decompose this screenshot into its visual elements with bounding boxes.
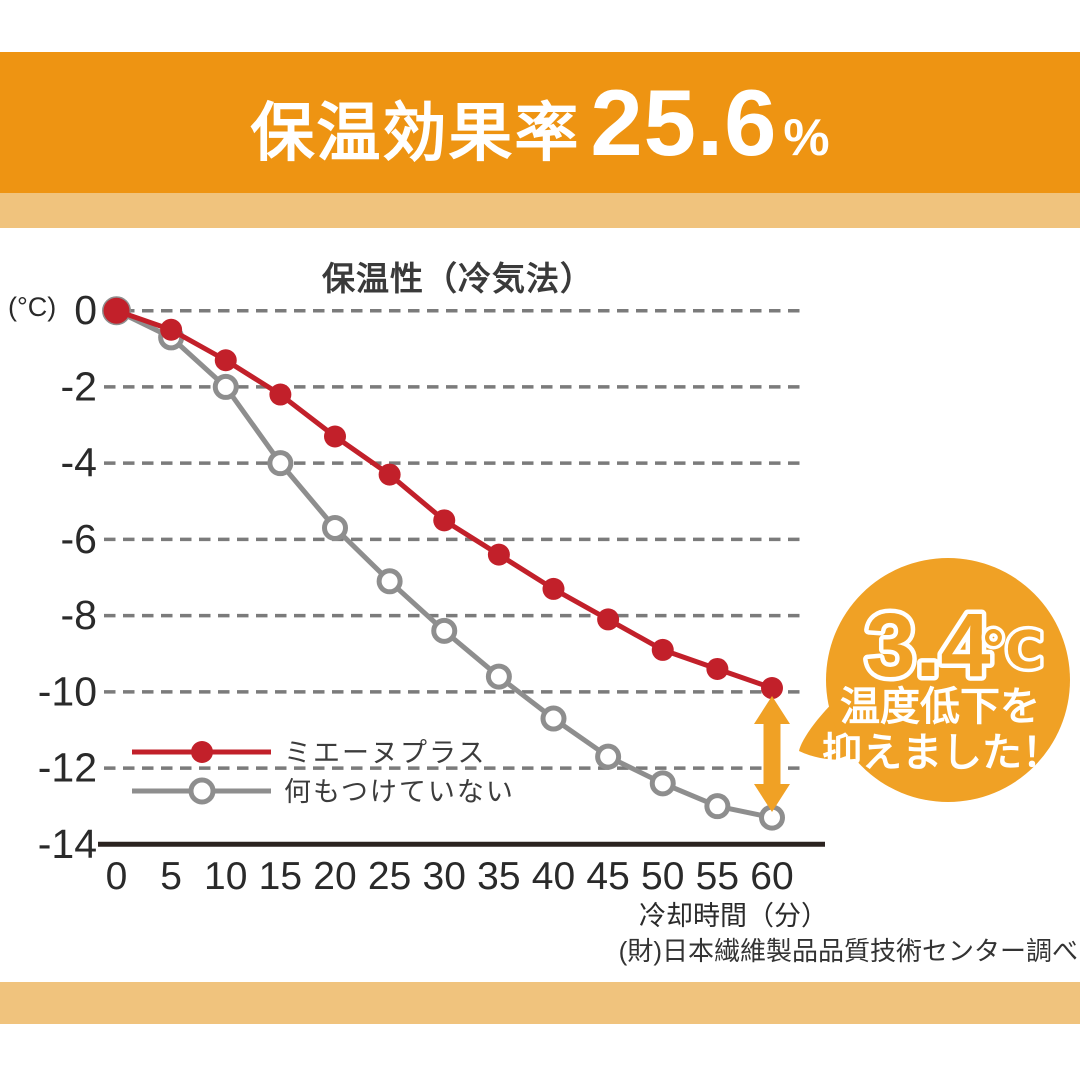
x-tick-label: 10 [204,855,247,898]
y-tick-label: -12 [38,745,97,791]
x-tick-label: 60 [750,855,793,898]
y-tick-label: -4 [61,440,97,486]
x-axis-title: 冷却時間（分） [639,901,828,931]
y-tick-label: -6 [61,516,97,562]
data-point-filled [324,425,346,448]
x-tick-label: 55 [696,855,739,898]
data-point-open [649,770,676,797]
gridlines [104,308,806,770]
data-point-filled [160,318,183,341]
y-tick-labels: 0 -2 -4 -6 -8 -10 -12 -14 [38,287,97,867]
legend-label: 何もつけていない [284,777,515,807]
callout-value: 3.4 [865,596,990,696]
chart-title: 保温性（冷気法） [322,260,594,297]
y-tick-label: -10 [38,668,97,714]
data-point-open [431,617,458,644]
y-tick-label: -8 [61,592,97,638]
data-point-filled [269,383,292,406]
callout-line1: 温度低下を [840,685,1040,729]
data-point-filled [651,638,674,661]
data-point-open [540,705,567,732]
x-tick-label: 45 [586,855,629,898]
data-point-open [485,663,512,690]
data-point-open [212,373,239,400]
page-title-value: 25.6 [590,69,778,175]
x-tick-label: 20 [313,855,356,898]
data-point-open [322,514,348,541]
x-tick-label: 25 [368,855,411,898]
data-point-filled [761,677,783,700]
data-point-filled [487,543,510,566]
header-accent-strip [0,193,1080,228]
x-tick-label: 0 [106,855,128,898]
page-title-text: 保温効果率 [250,96,581,169]
data-point-filled [542,577,565,600]
footer-accent-strip [0,982,1080,1024]
callout-unit: ℃ [981,622,1044,680]
y-tick-label: -2 [61,363,97,409]
y-axis-unit-label: (°C) [8,292,57,322]
header-band: 保温効果率 25.6 % [0,52,1080,193]
callout-bubble-circle [826,558,1070,802]
y-tick-label: 0 [74,287,97,333]
data-point-open [376,568,403,595]
data-point-open [595,743,622,770]
legend-marker-filled [191,741,213,763]
callout-bubble: 3.4 ℃ 温度低下を 抑えました！ [799,558,1070,802]
x-tick-label: 15 [259,855,302,898]
x-tick-label: 40 [532,855,575,898]
data-point-open [267,450,294,477]
x-tick-label: 30 [423,855,466,898]
x-tick-label: 50 [641,855,684,898]
page-title-percent: % [783,108,830,167]
legend-marker-open [188,777,216,805]
data-point-filled [433,509,456,532]
data-series [102,296,785,831]
x-tick-label: 5 [160,855,182,898]
source-note: (財)日本繊維製品品質技術センター調べ [618,936,1078,966]
legend-label: ミエーヌプラス [284,738,486,768]
page-title: 保温効果率 25.6 % [250,69,829,177]
data-point-filled [378,463,401,486]
temperature-gap-arrow-icon [754,696,790,812]
data-point-open [704,793,731,820]
y-tick-label: -14 [38,821,97,867]
x-tick-labels: 0 5 10 15 20 25 30 35 40 45 50 55 60 [106,855,794,898]
callout-line2: 抑えました！ [822,731,1062,775]
x-tick-label: 35 [477,855,520,898]
data-point-filled [706,657,729,680]
data-point-filled [597,608,620,631]
data-point-filled [214,349,237,372]
data-point-filled [103,297,130,324]
